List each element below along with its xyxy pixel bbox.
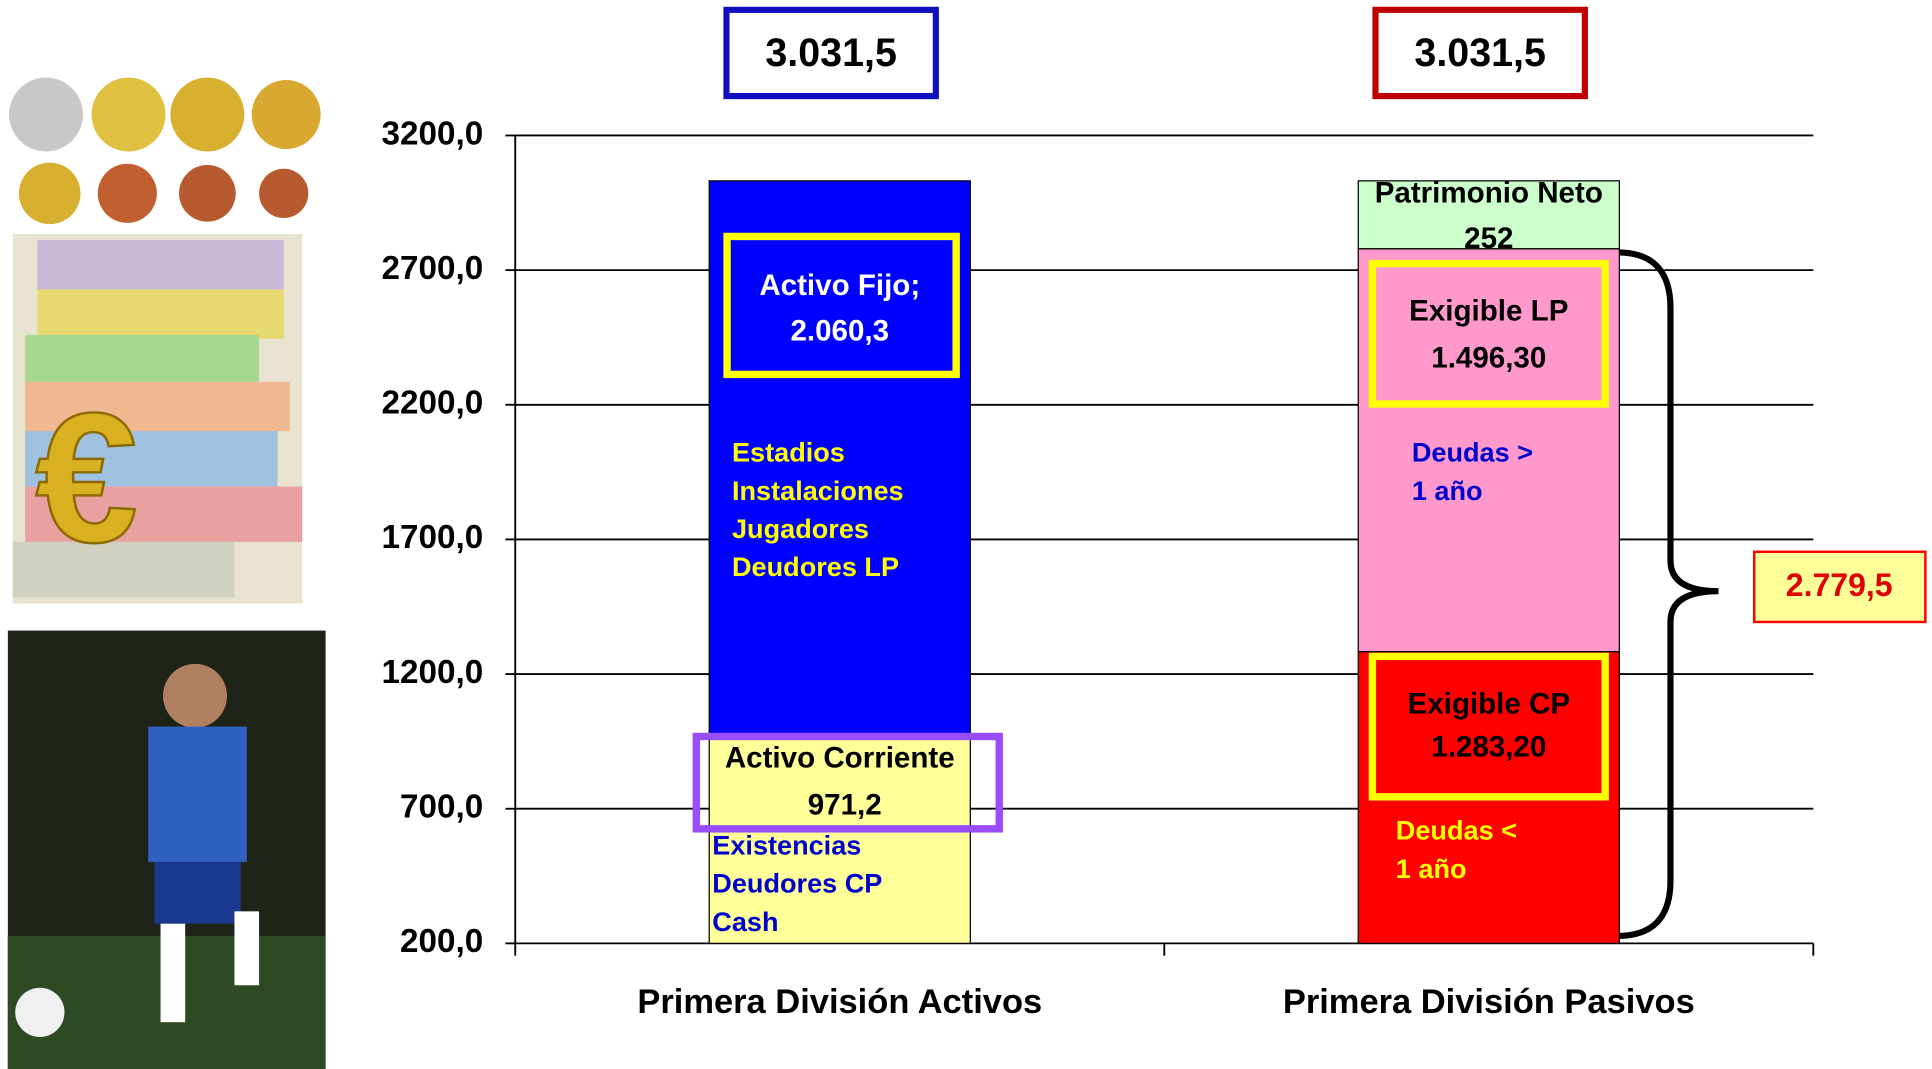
y-tick-label: 2200,0: [382, 385, 484, 422]
banknote: [25, 431, 278, 487]
player-leg: [160, 923, 186, 1023]
total-box: [1372, 6, 1588, 100]
note-line: 1 año: [1412, 475, 1483, 506]
coin: [97, 163, 157, 223]
ball: [15, 987, 65, 1037]
segment-value: 1.496,30: [1431, 341, 1546, 374]
bracket: [1617, 249, 1719, 940]
banknote: [25, 381, 290, 432]
total-label: 3.031,5: [765, 31, 896, 75]
money-illustration: €: [9, 77, 321, 604]
note-line: Cash: [712, 906, 778, 937]
segment-name: Activo Corriente: [725, 742, 955, 775]
coin: [9, 77, 83, 152]
y-tick-label: 700,0: [400, 789, 483, 826]
y-tick-label: 1700,0: [382, 519, 484, 556]
highlight-box: [1368, 652, 1609, 801]
player-shirt: [148, 726, 247, 863]
x-tick-label: Primera División Pasivos: [1283, 983, 1695, 1021]
segment-value: 252: [1464, 222, 1513, 255]
segment-name: Activo Fijo;: [759, 269, 920, 302]
total-box: [723, 6, 939, 100]
highlight-box: [1368, 259, 1609, 408]
segment-value: 971,2: [808, 788, 882, 821]
banknote: [12, 541, 235, 598]
coin: [91, 77, 166, 152]
segment-name: Exigible CP: [1408, 688, 1571, 721]
segment-name: Exigible LP: [1409, 295, 1568, 328]
y-tick-label: 1200,0: [382, 654, 484, 691]
coin: [170, 77, 245, 152]
banknote: [37, 289, 284, 339]
segment-value: 2.060,3: [790, 314, 889, 347]
note-line: Deudores LP: [732, 551, 899, 582]
note-line: Existencias: [712, 829, 861, 860]
bar-segment: [708, 735, 971, 944]
coin: [18, 162, 81, 225]
segment-value: 1.283,20: [1431, 731, 1546, 764]
note-line: Deudas <: [1396, 815, 1517, 846]
player-shorts: [154, 862, 241, 924]
euro-sign: €: [35, 375, 138, 581]
bracket-total-label: 2.779,5: [1786, 567, 1893, 603]
bar-segment: [1357, 180, 1620, 250]
note-line: Estadios: [732, 437, 845, 468]
note-line: Instalaciones: [732, 475, 904, 506]
player-head: [163, 663, 228, 728]
coin: [179, 165, 236, 222]
y-tick-label: 3200,0: [382, 115, 484, 152]
total-label: 3.031,5: [1414, 31, 1545, 75]
bracket-total-box: [1752, 550, 1927, 624]
bar-segment: [1357, 248, 1620, 653]
x-tick-label: Primera División Activos: [637, 983, 1042, 1021]
segment-name: Patrimonio Neto: [1375, 176, 1603, 209]
note-line: Deudores CP: [712, 868, 882, 899]
note-line: Deudas >: [1412, 437, 1533, 468]
highlight-box: [692, 732, 1003, 833]
y-tick-label: 2700,0: [382, 250, 484, 287]
player-photo: [7, 630, 326, 1069]
coin: [259, 168, 309, 218]
note-line: Jugadores: [732, 513, 869, 544]
coin: [251, 80, 321, 150]
highlight-box: [723, 232, 960, 379]
y-tick-label: 200,0: [400, 923, 483, 960]
banknote: [25, 486, 303, 542]
banknote: [37, 240, 284, 290]
banknote: [25, 334, 260, 385]
note-line: 1 año: [1396, 853, 1467, 884]
player-leg: [234, 911, 260, 986]
